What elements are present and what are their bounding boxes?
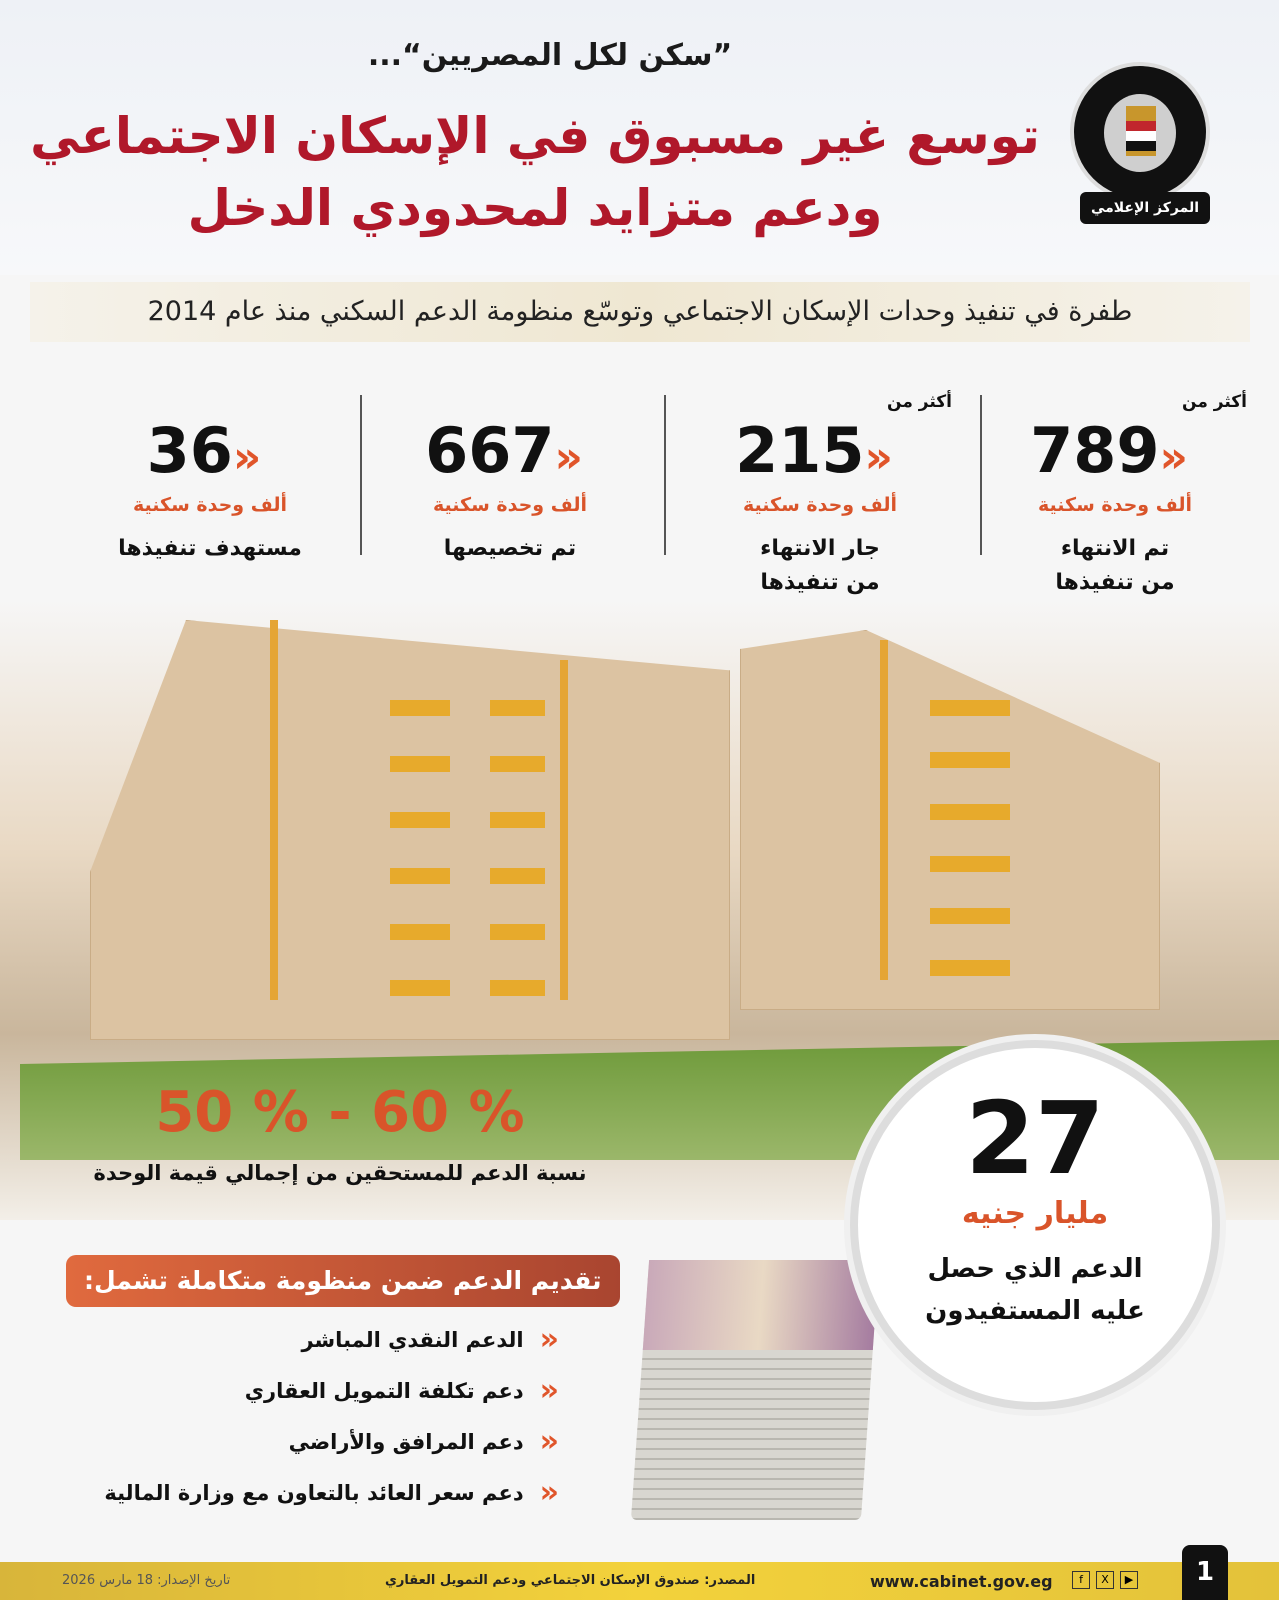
facade-trim (270, 620, 278, 1000)
chevron-left-icon: « (539, 1322, 559, 1357)
list-item: « دعم سعر العائد بالتعاون مع وزارة المالي… (104, 1475, 559, 1511)
total-support-value: 27 (965, 1080, 1105, 1197)
chevron-left-icon: « (539, 1475, 559, 1510)
chevron-left-icon: « (232, 432, 262, 483)
stat-value: 215 (735, 414, 865, 487)
support-system-heading: تقديم الدعم ضمن منظومة متكاملة تشمل: (66, 1255, 620, 1307)
chevron-left-icon: « (1159, 432, 1188, 483)
subsidy-range-value: 50 % - 60 % (155, 1080, 525, 1145)
total-support-circle: 27 مليار جنيه الدعم الذي حصل عليه المستفي… (850, 1040, 1220, 1410)
stat-value: 36 (146, 414, 233, 487)
media-center-logo (1070, 62, 1210, 202)
stat-desc: تم الانتهاء (1060, 536, 1170, 561)
stat-value: 667 (425, 414, 555, 487)
eagle-emblem-icon (1126, 106, 1156, 156)
footer: www.cabinet.gov.eg المصدر: صندوق الإسكان… (0, 1562, 1279, 1600)
stat-desc: من تنفيذها (760, 570, 880, 595)
list-item: « دعم المرافق والأراضي (289, 1424, 559, 1460)
stat-desc: مستهدف تنفيذها (118, 536, 302, 561)
money-stack-image (630, 1260, 880, 1520)
list-item-label: دعم سعر العائد بالتعاون مع وزارة المالية (104, 1481, 524, 1505)
stat-desc: من تنفيذها (1055, 570, 1175, 595)
stat-value: 789 (1030, 414, 1160, 487)
stat-prefix (70, 390, 350, 414)
release-date: تاريخ الإصدار: 18 مارس 2026 (62, 1573, 231, 1588)
stat-allocated: «667 ألف وحدة سكنية تم تخصيصها (370, 390, 650, 610)
page-title-line1: توسع غير مسبوق في الإسكان الاجتماعي (30, 107, 1040, 165)
chevron-left-icon: « (539, 1373, 559, 1408)
logo-band: المركز الإعلامي (1080, 192, 1210, 224)
stat-desc: جار الانتهاء (760, 536, 880, 561)
stat-targeted: «36 ألف وحدة سكنية مستهدف تنفيذها (70, 390, 350, 610)
header (0, 0, 1279, 275)
website-link[interactable]: www.cabinet.gov.eg (870, 1572, 1053, 1591)
stat-unit: ألف وحدة سكنية (1038, 494, 1192, 516)
stat-prefix: أكثر من (1182, 392, 1247, 412)
total-support-desc: الدعم الذي حصل (927, 1254, 1143, 1284)
subtitle-banner-background (30, 282, 1250, 342)
stat-unit: ألف وحدة سكنية (133, 494, 287, 516)
stat-unit: ألف وحدة سكنية (743, 494, 897, 516)
page-title-line2: ودعم متزايد لمحدودي الدخل (187, 179, 883, 237)
balconies (930, 700, 1010, 980)
divider (664, 395, 666, 555)
list-item: « الدعم النقدي المباشر (301, 1322, 559, 1358)
subsidy-range-caption: نسبة الدعم للمستحقين من إجمالي قيمة الوح… (93, 1161, 587, 1185)
list-item-label: دعم تكلفة التمويل العقاري (244, 1379, 524, 1403)
chevron-left-icon: « (554, 432, 583, 483)
stat-completed: أكثر من «789 ألف وحدة سكنية تم الانتهاء م… (975, 390, 1255, 610)
facade-trim (560, 660, 568, 1000)
stat-unit: ألف وحدة سكنية (433, 494, 587, 516)
total-support-unit: مليار جنيه (961, 1196, 1109, 1231)
facebook-icon[interactable]: f (1072, 1571, 1090, 1589)
page-number: 1 (1182, 1545, 1228, 1600)
stat-prefix (370, 390, 650, 414)
divider (360, 395, 362, 555)
youtube-icon[interactable]: ▶ (1120, 1571, 1138, 1589)
source-text: المصدر: صندوق الإسكان الاجتماعي ودعم الت… (385, 1573, 756, 1588)
divider (980, 395, 982, 555)
stat-prefix: أكثر من (887, 392, 952, 412)
subtitle-banner: طفرة في تنفيذ وحدات الإسكان الاجتماعي وت… (147, 296, 1133, 327)
total-support-desc: عليه المستفيدون (925, 1296, 1145, 1326)
balconies (390, 700, 450, 1000)
list-item: « دعم تكلفة التمويل العقاري (245, 1373, 559, 1409)
chevron-left-icon: « (539, 1424, 559, 1459)
chevron-left-icon: « (864, 432, 893, 483)
stat-desc: تم تخصيصها (443, 536, 577, 561)
list-item-label: دعم المرافق والأراضي (288, 1430, 524, 1454)
stat-in-progress: أكثر من «215 ألف وحدة سكنية جار الانتهاء… (680, 390, 960, 610)
facade-trim (880, 640, 888, 980)
balconies (490, 700, 545, 1000)
tagline: ”سكن لكل المصريين“... (367, 38, 733, 73)
list-item-label: الدعم النقدي المباشر (301, 1328, 524, 1352)
x-icon[interactable]: X (1096, 1571, 1114, 1589)
